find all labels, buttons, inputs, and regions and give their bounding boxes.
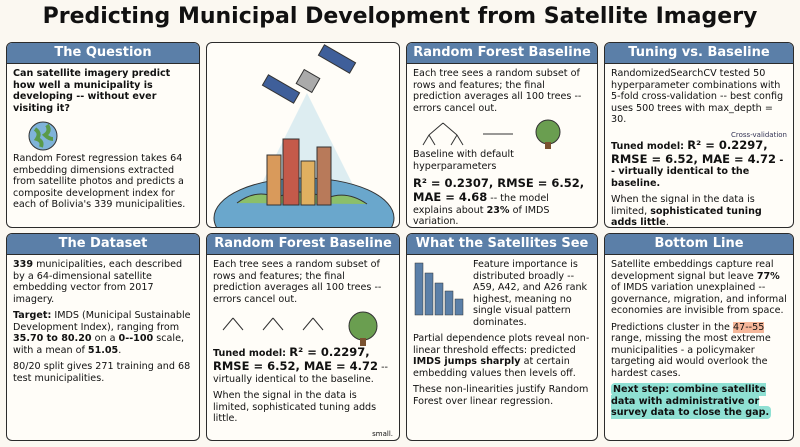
text: 0--100	[118, 333, 154, 344]
panel-title: What the Satellites See	[407, 234, 597, 255]
text: When the signal in the data is limited,	[611, 194, 755, 217]
text: IMDS (Municipal Sustainable Development …	[13, 310, 191, 333]
text: -- virtually identical to the baseline.	[611, 154, 784, 189]
panel-title: Random Forest Baseline	[407, 43, 597, 64]
importance-icon	[414, 262, 464, 316]
trees-icon	[222, 311, 378, 346]
icon-label: Cross-validation	[731, 130, 787, 139]
icon-label: small.	[372, 429, 393, 438]
panel-satellites: What the Satellites See Feature importan…	[406, 233, 598, 441]
text: range, missing the most extreme municipa…	[611, 333, 771, 379]
text: 35.70 to 80.20	[13, 333, 92, 344]
text: Partial dependence plots reveal non-line…	[413, 333, 590, 356]
text: When the signal in the data is limited, …	[213, 390, 377, 425]
trees-icon	[422, 119, 561, 149]
text: .	[118, 344, 122, 356]
panel-dataset: The Dataset 339 municipalities, each des…	[6, 233, 200, 441]
text: Tuned model:	[611, 140, 688, 152]
text: Baseline with default hyperparameters	[413, 149, 514, 172]
globe-icon	[28, 121, 58, 151]
text: .	[665, 217, 669, 228]
panel-rf-tuned: Random Forest Baseline Each tree sees a …	[206, 233, 400, 441]
panel-tuning: Tuning vs. Baseline RandomizedSearchCV t…	[604, 42, 794, 228]
text: 77%	[756, 270, 780, 282]
panel-title: The Question	[7, 43, 199, 64]
text: 51.05	[87, 344, 119, 356]
text: 47--55	[732, 321, 765, 333]
title: Predicting Municipal Development from Sa…	[42, 4, 758, 29]
text: IMDS jumps sharply	[413, 356, 521, 367]
text: 339	[13, 259, 34, 270]
panel-bottom-line: Bottom Line Satellite embeddings capture…	[604, 233, 794, 441]
satellite-illustration	[213, 44, 395, 227]
text: -- the model explains about	[413, 192, 549, 216]
text: Tuned model:	[213, 348, 290, 359]
panel-title: The Dataset	[7, 234, 199, 255]
text: -- virtually identical to the baseline.	[213, 361, 389, 385]
text: R² = 0.2307, RMSE = 6.52, MAE = 4.68	[413, 176, 585, 204]
text: Random Forest regression takes 64 embedd…	[13, 153, 186, 210]
panel-illustration	[206, 42, 400, 228]
text: Each tree sees a random subset of rows a…	[213, 259, 382, 305]
text: Each tree sees a random subset of rows a…	[413, 68, 582, 114]
text: at certain embedding values then levels …	[413, 356, 576, 379]
text: These non-linearities justify Random For…	[413, 384, 589, 407]
panel-rf-baseline: Random Forest Baseline Each tree sees a …	[406, 42, 598, 228]
panel-title: Bottom Line	[605, 234, 793, 255]
text: of IMDS variation unexplained -- governa…	[611, 282, 787, 316]
text: Feature importance is distributed broadl…	[473, 259, 588, 328]
text: 80/20 split gives 271 training and 68 te…	[13, 361, 191, 384]
panel-question: The Question Can satellite imagery predi…	[6, 42, 200, 228]
text: of IMDS variation.	[413, 204, 550, 228]
text: municipalities, each described by a 64-d…	[13, 259, 183, 305]
text: R² = 0.2297, RMSE = 6.52, MAE = 4.72	[213, 345, 379, 373]
panel-title: Random Forest Baseline	[207, 234, 399, 255]
text: 23%	[486, 204, 510, 216]
text: Satellite embeddings capture real develo…	[611, 259, 774, 282]
text: Can satellite imagery predict how well a…	[13, 68, 171, 114]
text: Target:	[13, 310, 52, 321]
text: sophisticated tuning adds little	[611, 205, 762, 228]
panel-title: Tuning vs. Baseline	[605, 43, 793, 64]
text: scale, with a mean of	[13, 333, 185, 356]
text: R² = 0.2297, RMSE = 6.52, MAE = 4.72	[611, 137, 777, 166]
text: Next step: combine satellite data with a…	[611, 383, 772, 419]
text: RandomizedSearchCV tested 50 hyperparame…	[611, 68, 784, 125]
text: on a	[91, 333, 119, 344]
text: Predictions cluster in the	[611, 321, 733, 333]
